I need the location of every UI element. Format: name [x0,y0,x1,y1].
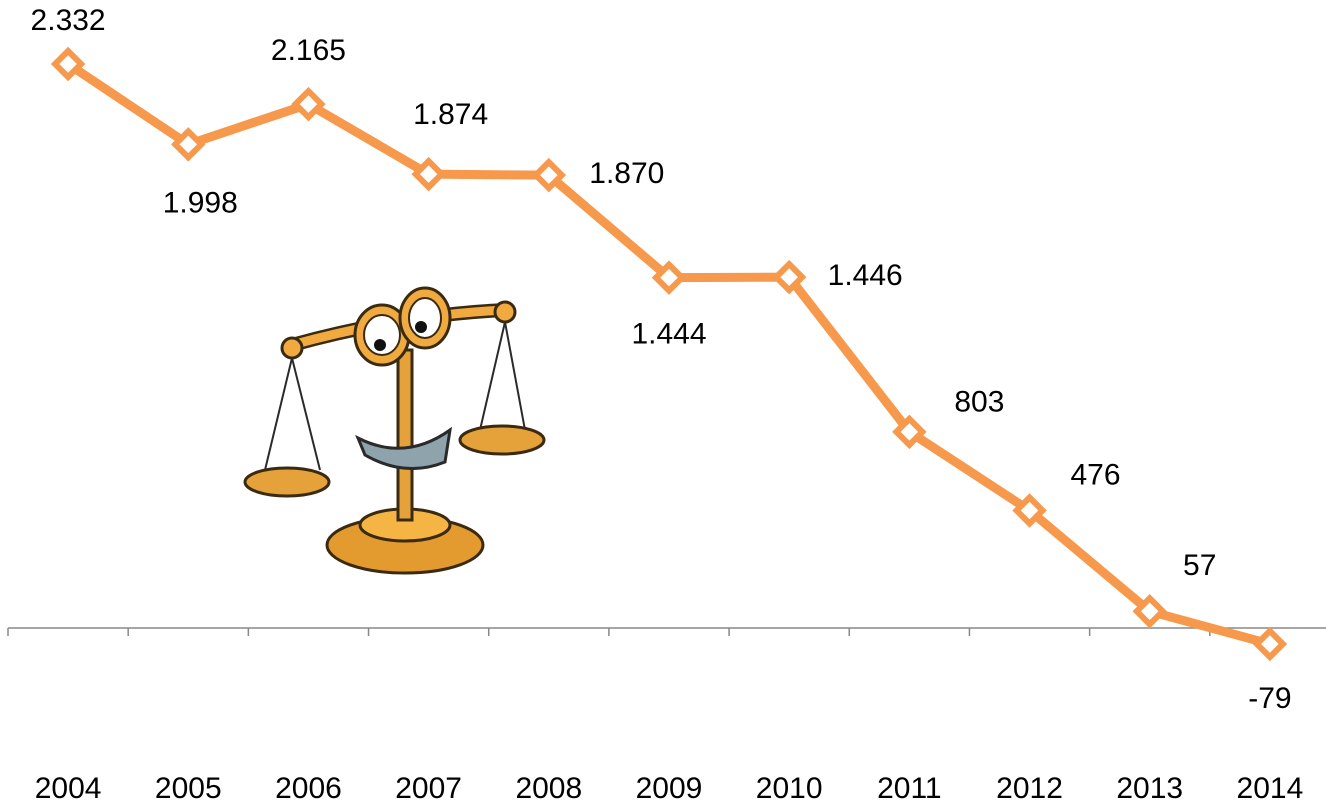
x-tick-label: 2011 [877,772,942,805]
x-tick-label: 2006 [275,772,342,805]
marker [651,260,687,295]
data-label: 803 [954,386,1004,419]
x-tick-label: 2014 [1237,772,1304,805]
marker [1012,493,1047,528]
marker [411,156,446,192]
marker [771,259,807,295]
marker [1132,594,1167,629]
data-label: 57 [1183,549,1216,582]
data-label: 1.446 [828,259,903,292]
marker [291,86,326,122]
x-tick-label: 2010 [756,772,823,805]
x-tick-label: 2013 [1116,772,1183,805]
data-label: 2.165 [271,34,346,67]
data-label: 1.998 [163,186,238,219]
scales-illustration [243,286,546,575]
x-tick-label: 2008 [515,772,582,805]
data-label: 2.332 [31,4,106,37]
marker [1252,626,1288,662]
marker [531,157,567,193]
data-label: 1.444 [631,318,706,351]
marker [50,46,86,82]
line [65,60,1272,649]
x-tick-label: 2009 [636,772,703,805]
data-label: -79 [1248,682,1291,715]
x-tick-label: 2005 [155,772,222,805]
marker [892,414,927,450]
data-label: 476 [1071,458,1121,491]
data-label: 1.870 [589,157,664,190]
data-label: 1.874 [413,98,488,131]
x-tick-label: 2004 [35,772,102,805]
x-tick-label: 2007 [395,772,462,805]
x-tick-label: 2012 [996,772,1063,805]
marker [171,127,206,162]
